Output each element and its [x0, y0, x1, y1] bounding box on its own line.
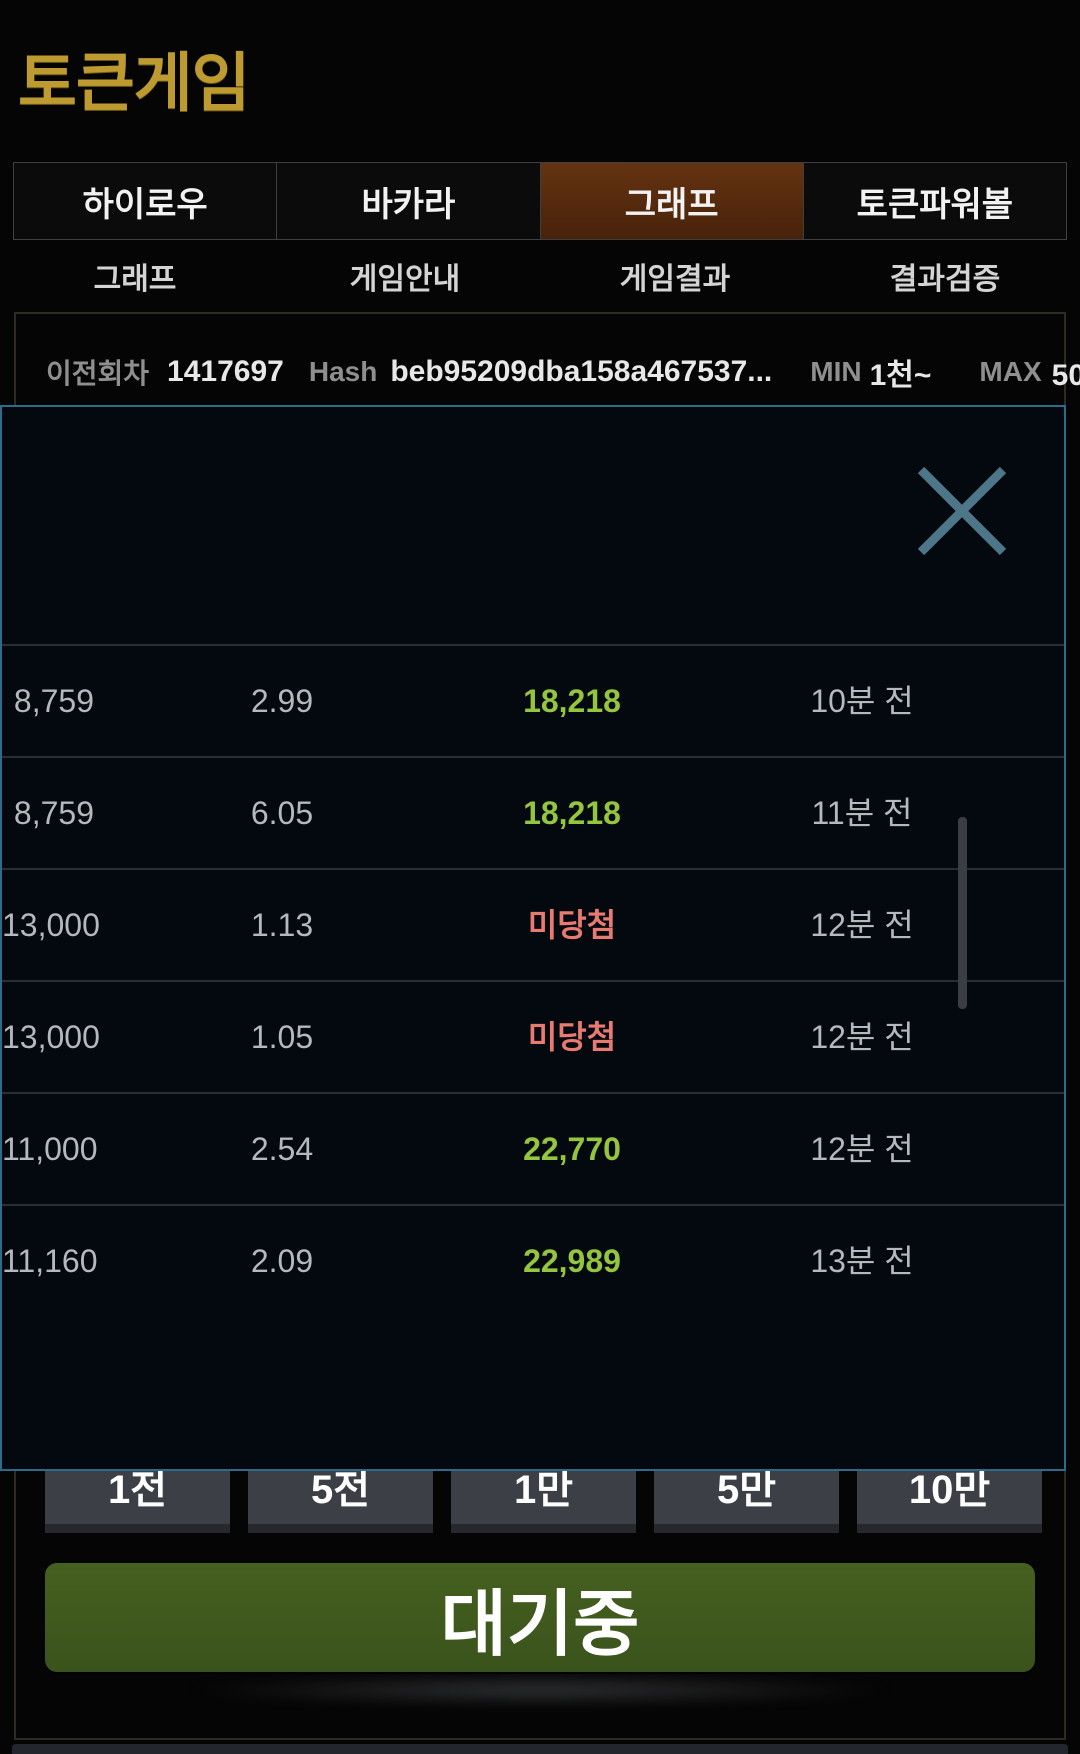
result-multiplier: 2.09: [250, 1243, 314, 1279]
scrollbar-thumb[interactable]: [958, 817, 967, 1009]
result-multiplier: 2.99: [250, 683, 314, 719]
result-row: 8,759 6.05 18,218 11분 전: [2, 756, 1064, 868]
min-label: MIN: [810, 356, 862, 387]
status-button[interactable]: 대기중: [45, 1563, 1035, 1672]
main-tab-bar: 하이로우 바카라 그래프 토큰파워볼: [13, 162, 1067, 240]
result-row: 13,000 1.05 미당첨 12분 전: [2, 980, 1064, 1092]
tab-4[interactable]: 토큰파워볼: [803, 163, 1066, 239]
min-value: 1천~: [869, 359, 932, 392]
prev-round-label: 이전회차: [46, 358, 150, 389]
result-row: 13,000 1.13 미당첨 12분 전: [2, 868, 1064, 980]
result-result: 22,770: [523, 1131, 621, 1167]
max-label: MAX: [979, 356, 1042, 387]
results-list[interactable]: 8,759 2.99 18,218 10분 전 8,759 6.05 18,218 11분 전…: [2, 644, 1064, 1430]
result-time: 11분 전: [811, 795, 913, 831]
round-info-bar: 이전회차 1417697 Hash beb95209dba158a467537.…: [0, 340, 1080, 404]
result-result: 18,218: [523, 795, 621, 831]
tab-3[interactable]: 그래프: [540, 163, 804, 239]
result-row: 11,000 2.54 22,770 12분 전: [2, 1092, 1064, 1204]
result-result: 18,218: [523, 683, 621, 719]
result-multiplier: 2.54: [250, 1131, 314, 1167]
result-amount: 13,000: [2, 907, 100, 943]
prev-round-value: 1417697: [167, 355, 284, 388]
sub-nav: 그래프 게임안내 게임결과 결과검증: [0, 240, 1080, 312]
result-amount: 11,000: [2, 1131, 98, 1167]
result-row: 11,160 2.09 22,989 13분 전: [2, 1204, 1064, 1316]
result-time: 12분 전: [810, 1131, 914, 1167]
hash-label: Hash: [308, 356, 378, 387]
result-result: 미당첨: [527, 907, 617, 943]
bottom-strip: [12, 1744, 1068, 1754]
result-time: 12분 전: [810, 1019, 914, 1055]
result-multiplier: 1.13: [250, 907, 314, 943]
tab-2[interactable]: 바카라: [277, 163, 541, 239]
result-amount: 13,000: [2, 1019, 100, 1055]
subnav-item-3[interactable]: 게임결과: [619, 263, 731, 296]
button-glow: [60, 1668, 1020, 1712]
tab-1[interactable]: 하이로우: [14, 163, 278, 239]
result-time: 13분 전: [810, 1243, 914, 1279]
result-amount: 11,160: [2, 1243, 98, 1279]
close-icon[interactable]: [915, 464, 1009, 558]
result-result: 22,989: [523, 1243, 621, 1279]
result-multiplier: 1.05: [250, 1019, 314, 1055]
site-logo: 토큰게임: [18, 47, 251, 119]
subnav-item-4[interactable]: 결과검증: [889, 263, 1001, 296]
result-amount: 8,759: [13, 795, 94, 831]
max-value: 50만: [1051, 359, 1080, 392]
result-time: 10분 전: [810, 683, 914, 719]
result-multiplier: 6.05: [250, 795, 314, 831]
subnav-item-1[interactable]: 그래프: [93, 263, 177, 296]
result-time: 12분 전: [810, 907, 914, 943]
result-amount: 8,759: [13, 683, 94, 719]
results-modal: 8,759 2.99 18,218 10분 전 8,759 6.05 18,218 11분 전…: [0, 405, 1066, 1471]
subnav-item-2[interactable]: 게임안내: [349, 263, 461, 296]
result-result: 미당첨: [527, 1019, 617, 1055]
hash-value: beb95209dba158a467537...: [390, 355, 773, 388]
result-row: 8,759 2.99 18,218 10분 전: [2, 644, 1064, 756]
